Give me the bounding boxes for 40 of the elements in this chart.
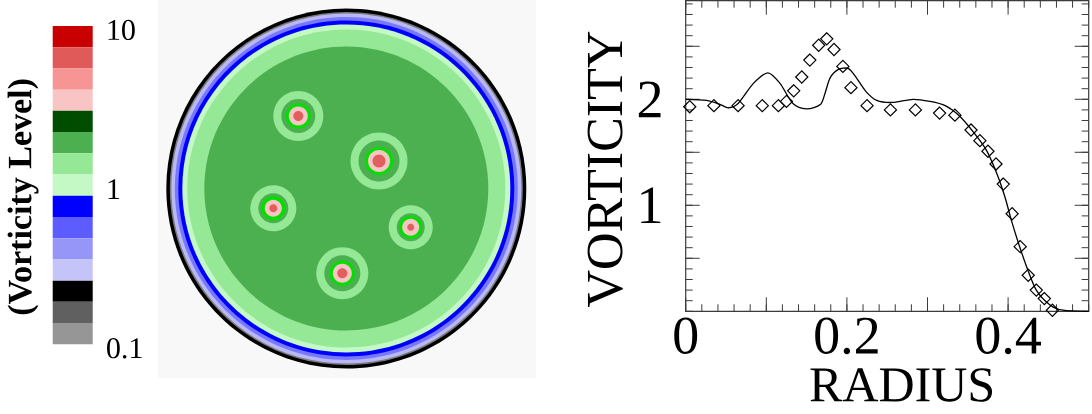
point: [1045, 303, 1060, 317]
point: [973, 133, 987, 148]
point: [1005, 207, 1019, 221]
point: [860, 98, 874, 113]
point: [683, 100, 697, 114]
point: [787, 84, 801, 98]
point: [948, 108, 962, 122]
point: [836, 59, 850, 74]
point: [883, 103, 898, 117]
point: [932, 106, 947, 120]
point: [908, 103, 923, 117]
y-axis-title: VORTICITY: [587, 31, 623, 307]
text: 10: [108, 19, 135, 41]
text: 0.1: [107, 338, 142, 359]
point: [755, 98, 769, 113]
text: 1: [108, 179, 120, 200]
point: [844, 80, 858, 95]
color-bar-title: (Vorticity Level): [7, 79, 39, 315]
point: [964, 123, 978, 137]
point: [1029, 283, 1043, 297]
point: [779, 94, 794, 109]
x-tick-label: 0.2: [815, 317, 878, 355]
point: [795, 70, 809, 84]
point: [981, 144, 995, 158]
point: [812, 38, 826, 52]
point: [989, 157, 1003, 171]
x-tick-label: 0.4: [976, 317, 1042, 355]
y-tick-label: 2: [638, 81, 661, 118]
point: [996, 177, 1010, 191]
point: [1037, 291, 1052, 306]
point: [771, 98, 786, 113]
point: [1021, 268, 1035, 282]
point: [707, 98, 721, 113]
x-axis-title: RADIUS: [810, 368, 993, 402]
point: [731, 98, 745, 113]
x-tick-label: 0: [674, 317, 698, 354]
point: [803, 53, 817, 67]
point: [1013, 239, 1027, 254]
point: [820, 32, 834, 46]
point: [827, 42, 841, 57]
